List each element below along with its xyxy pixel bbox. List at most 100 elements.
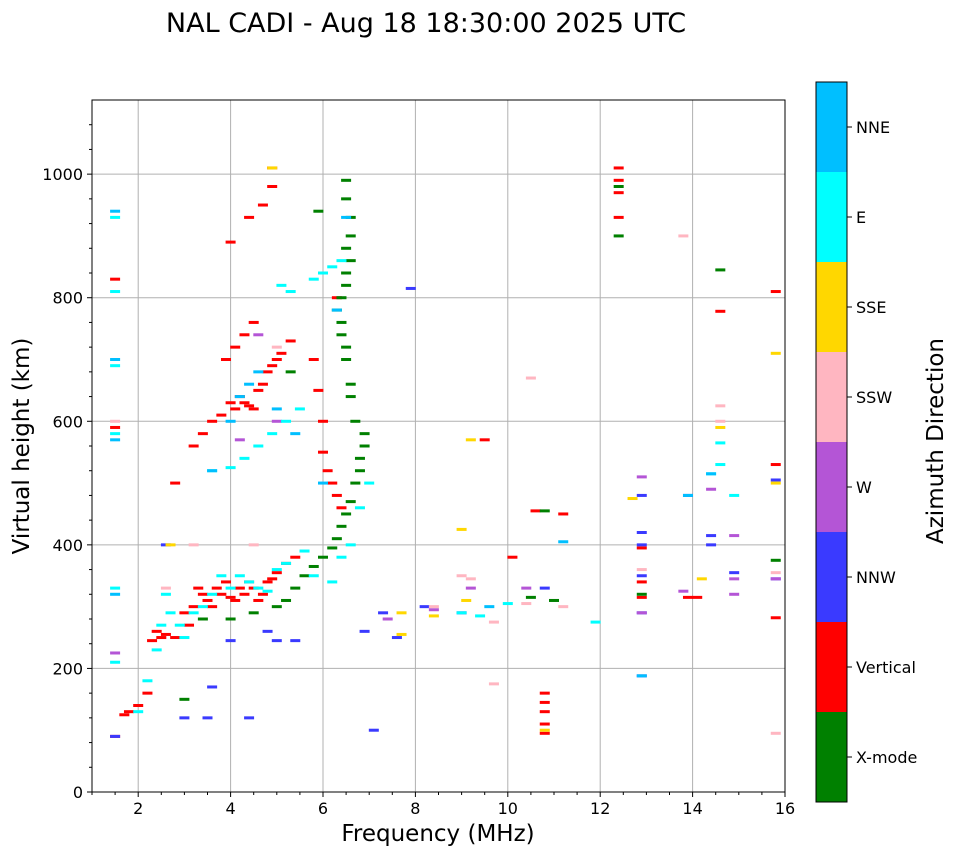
data-point-vertical xyxy=(636,580,647,584)
data-point-vertical xyxy=(613,178,624,182)
colorbar-swatch-e xyxy=(816,172,847,262)
data-point-e xyxy=(336,259,347,263)
data-point-nne xyxy=(244,382,255,386)
data-point-sse xyxy=(461,598,472,602)
data-point-x-mode xyxy=(770,558,781,562)
data-point-vertical xyxy=(313,388,324,392)
data-point-x-mode xyxy=(636,592,647,596)
x-axis-label: Frequency (MHz) xyxy=(341,821,534,847)
data-point-ssw xyxy=(558,605,569,609)
colorbar-swatch-nne xyxy=(816,82,847,172)
colorbar-label-ssw: SSW xyxy=(856,388,892,407)
data-point-vertical xyxy=(234,586,245,590)
colorbar-label-x-mode: X-mode xyxy=(856,748,917,767)
data-point-sse xyxy=(396,611,407,615)
data-point-w xyxy=(234,438,245,442)
data-point-nnw xyxy=(262,629,273,633)
colorbar-label-w: W xyxy=(856,478,872,497)
data-point-x-mode xyxy=(336,320,347,324)
data-point-nnw xyxy=(244,716,255,720)
data-point-vertical xyxy=(216,592,227,596)
data-point-vertical xyxy=(207,605,218,609)
data-point-x-mode xyxy=(281,598,292,602)
data-point-w xyxy=(706,487,717,491)
colorbar: X-mode Vertical NNW W SSW SSE E NNE xyxy=(815,81,917,803)
data-point-vertical xyxy=(262,370,273,374)
data-point-e xyxy=(151,648,162,652)
colorbar-label-vertical: Vertical xyxy=(856,658,916,677)
data-point-vertical xyxy=(188,605,199,609)
data-point-x-mode xyxy=(359,444,370,448)
data-point-vertical xyxy=(230,345,241,349)
data-point-vertical xyxy=(318,419,328,423)
data-point-nnw xyxy=(110,734,121,738)
data-point-e xyxy=(197,605,208,609)
data-point-vertical xyxy=(239,401,250,405)
x-tick-label: 4 xyxy=(226,799,236,818)
colorbar-swatch-vertical xyxy=(816,622,847,712)
data-point-vertical xyxy=(147,639,158,643)
data-point-vertical xyxy=(539,710,550,714)
data-point-x-mode xyxy=(359,432,370,436)
data-point-sse xyxy=(715,425,726,429)
data-point-ssw xyxy=(465,577,476,581)
data-point-sse xyxy=(396,632,407,636)
data-point-vertical xyxy=(188,444,199,448)
data-point-vertical xyxy=(770,463,781,467)
data-point-nne xyxy=(558,540,569,544)
data-point-x-mode xyxy=(549,598,559,602)
data-point-vertical xyxy=(257,382,268,386)
data-point-vertical xyxy=(170,481,181,485)
data-point-ssw xyxy=(770,731,781,735)
chart-title: NAL CADI - Aug 18 18:30:00 2025 UTC xyxy=(166,8,686,39)
x-tick-label: 8 xyxy=(410,799,420,818)
y-tick-label: 200 xyxy=(52,659,83,678)
data-point-vertical xyxy=(248,407,259,411)
data-point-nnw xyxy=(636,493,647,497)
data-point-ssw xyxy=(248,543,259,547)
data-point-w xyxy=(636,611,647,615)
data-point-vertical xyxy=(322,469,333,473)
data-point-nne xyxy=(682,493,693,497)
data-point-e xyxy=(253,586,264,590)
colorbar-swatch-sse xyxy=(816,262,847,352)
data-point-e xyxy=(281,561,292,565)
data-point-vertical xyxy=(327,481,338,485)
data-point-x-mode xyxy=(345,395,356,399)
data-point-e xyxy=(336,555,347,559)
data-point-vertical xyxy=(257,203,268,207)
data-point-e xyxy=(364,481,375,485)
data-point-x-mode xyxy=(345,382,356,386)
x-tick-label: 6 xyxy=(318,799,328,818)
data-point-e xyxy=(354,506,365,510)
data-point-nne xyxy=(706,472,717,476)
data-point-vertical xyxy=(253,388,264,392)
data-point-nnw xyxy=(636,574,647,578)
data-point-vertical xyxy=(682,595,693,599)
y-axis-ticks: 0 200 400 600 800 1000 xyxy=(42,124,92,802)
data-point-ssw xyxy=(188,543,199,547)
data-point-nne xyxy=(110,209,121,213)
data-point-nne xyxy=(207,469,218,473)
plot-area: 2 4 6 8 10 12 14 16 0 200 400 600 800 1000 xyxy=(42,99,795,818)
data-point-e xyxy=(590,620,601,624)
data-point-vertical xyxy=(230,407,241,411)
data-point-vertical xyxy=(197,592,208,596)
data-point-vertical xyxy=(318,450,328,454)
data-point-sse xyxy=(770,351,781,355)
data-point-vertical xyxy=(539,700,550,704)
colorbar-label-nnw: NNW xyxy=(856,568,896,587)
data-point-x-mode xyxy=(336,296,347,300)
data-point-ssw xyxy=(488,682,499,686)
data-point-sse xyxy=(428,614,439,618)
data-point-ssw xyxy=(715,404,726,408)
data-point-ssw xyxy=(636,568,647,572)
plot-background xyxy=(92,100,785,792)
data-point-e xyxy=(179,636,190,640)
data-point-e xyxy=(327,265,338,269)
data-point-x-mode xyxy=(539,509,550,513)
data-point-e xyxy=(216,574,227,578)
data-point-e xyxy=(110,432,121,436)
data-point-ssw xyxy=(271,345,282,349)
data-point-vertical xyxy=(230,598,241,602)
